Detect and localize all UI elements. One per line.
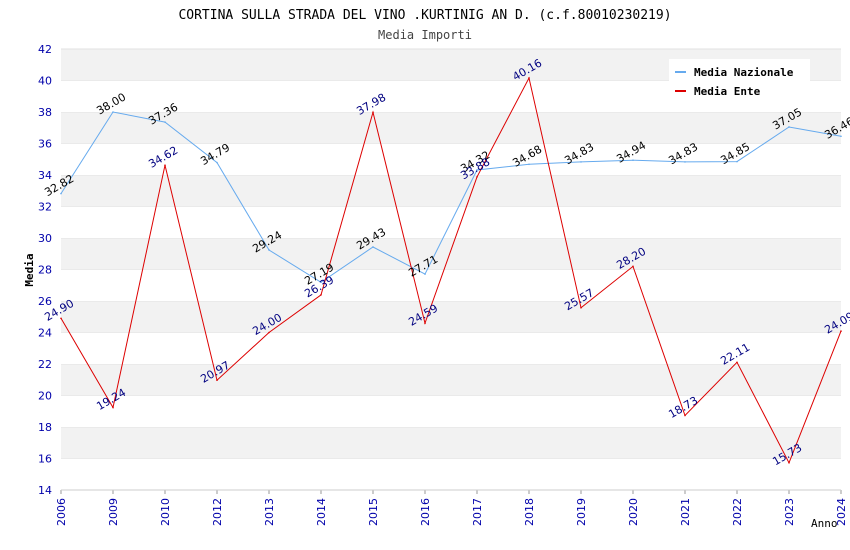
y-tick-label: 36: [38, 138, 52, 151]
data-point: [424, 322, 426, 325]
data-point: [164, 164, 166, 167]
x-tick-label: 2019: [575, 498, 588, 526]
x-tick-label: 2024: [835, 498, 848, 526]
grid-band: [61, 143, 841, 175]
x-tick-label: 2018: [523, 498, 536, 526]
series-line-media-ente: [60, 76, 842, 465]
legend-box: [669, 59, 810, 101]
data-point: [268, 331, 270, 334]
chart-title: CORTINA SULLA STRADA DEL VINO .KURTINIG …: [178, 8, 671, 23]
data-point: [476, 169, 478, 171]
data-point: [372, 246, 374, 248]
grid-band: [61, 427, 841, 459]
x-axis-label: Anno: [811, 517, 838, 530]
data-point: [216, 379, 218, 382]
data-point: [216, 161, 218, 164]
data-point: [320, 281, 322, 284]
y-axis-label: Media: [23, 253, 36, 286]
grid-band: [61, 112, 841, 144]
y-tick-label: 22: [38, 358, 52, 371]
grid-band: [61, 238, 841, 270]
y-tick-label: 14: [38, 484, 52, 497]
chart-subtitle: Media Importi: [378, 28, 472, 42]
x-tick-label: 2010: [159, 498, 172, 526]
x-tick-label: 2012: [211, 498, 224, 526]
data-point: [528, 163, 530, 166]
data-point: [788, 461, 790, 464]
data-point: [840, 135, 842, 138]
x-axis-ticks: 2006 2009 2010 2012 2013 2014 2015 2016 2017 2018…: [55, 490, 848, 526]
grid-band: [61, 364, 841, 396]
data-point: [736, 160, 738, 163]
data-point: [320, 294, 322, 296]
data-point: [632, 265, 634, 268]
x-tick-label: 2022: [731, 498, 744, 526]
x-tick-label: 2016: [419, 498, 432, 526]
grid-band: [61, 458, 841, 490]
data-point: [112, 406, 114, 409]
data-point: [528, 77, 530, 79]
legend: Media Nazionale Media Ente: [669, 59, 810, 101]
grid-band: [61, 269, 841, 301]
data-point: [736, 361, 738, 364]
x-tick-label: 2013: [263, 498, 276, 526]
x-tick-label: 2017: [471, 498, 484, 526]
x-tick-label: 2020: [627, 498, 640, 526]
data-point: [684, 414, 686, 417]
data-point: [164, 121, 166, 123]
y-tick-label: 28: [38, 264, 52, 277]
data-point: [476, 176, 478, 178]
y-axis-ticks: 14 16 18 20 22 24 26 28 30 32 34 36 38 40 42: [38, 43, 52, 497]
x-tick-label: 2006: [55, 498, 68, 526]
data-point: [580, 306, 582, 309]
y-tick-label: 16: [38, 453, 52, 466]
data-point: [632, 159, 634, 161]
y-tick-label: 34: [38, 169, 52, 182]
y-tick-label: 24: [38, 327, 52, 340]
x-tick-label: 2021: [679, 498, 692, 526]
x-tick-label: 2015: [367, 498, 380, 526]
grid-band: [61, 395, 841, 427]
grid-band: [61, 332, 841, 364]
data-point: [424, 273, 426, 275]
data-point: [788, 126, 790, 128]
y-tick-label: 32: [38, 201, 52, 214]
legend-label: Media Ente: [694, 85, 761, 98]
grid-bands: [61, 48, 841, 490]
y-tick-label: 42: [38, 43, 52, 56]
y-tick-label: 20: [38, 390, 52, 403]
x-tick-label: 2023: [783, 498, 796, 526]
data-point: [580, 161, 582, 163]
y-tick-label: 40: [38, 75, 52, 88]
data-point: [60, 317, 62, 320]
x-tick-label: 2009: [107, 498, 120, 526]
y-tick-label: 18: [38, 421, 52, 434]
grid-band: [61, 175, 841, 207]
series-group: [60, 76, 842, 465]
data-point: [372, 111, 374, 114]
y-tick-label: 38: [38, 106, 52, 119]
y-tick-label: 26: [38, 295, 52, 308]
data-point: [60, 192, 62, 195]
data-point: [840, 330, 842, 332]
series-line-media-nazionale: [60, 111, 842, 283]
data-point: [684, 161, 686, 163]
data-point: [268, 249, 270, 251]
x-tick-label: 2014: [315, 498, 328, 526]
y-tick-label: 30: [38, 232, 52, 245]
data-point: [112, 111, 114, 113]
legend-label: Media Nazionale: [694, 66, 794, 79]
grid-band: [61, 301, 841, 333]
